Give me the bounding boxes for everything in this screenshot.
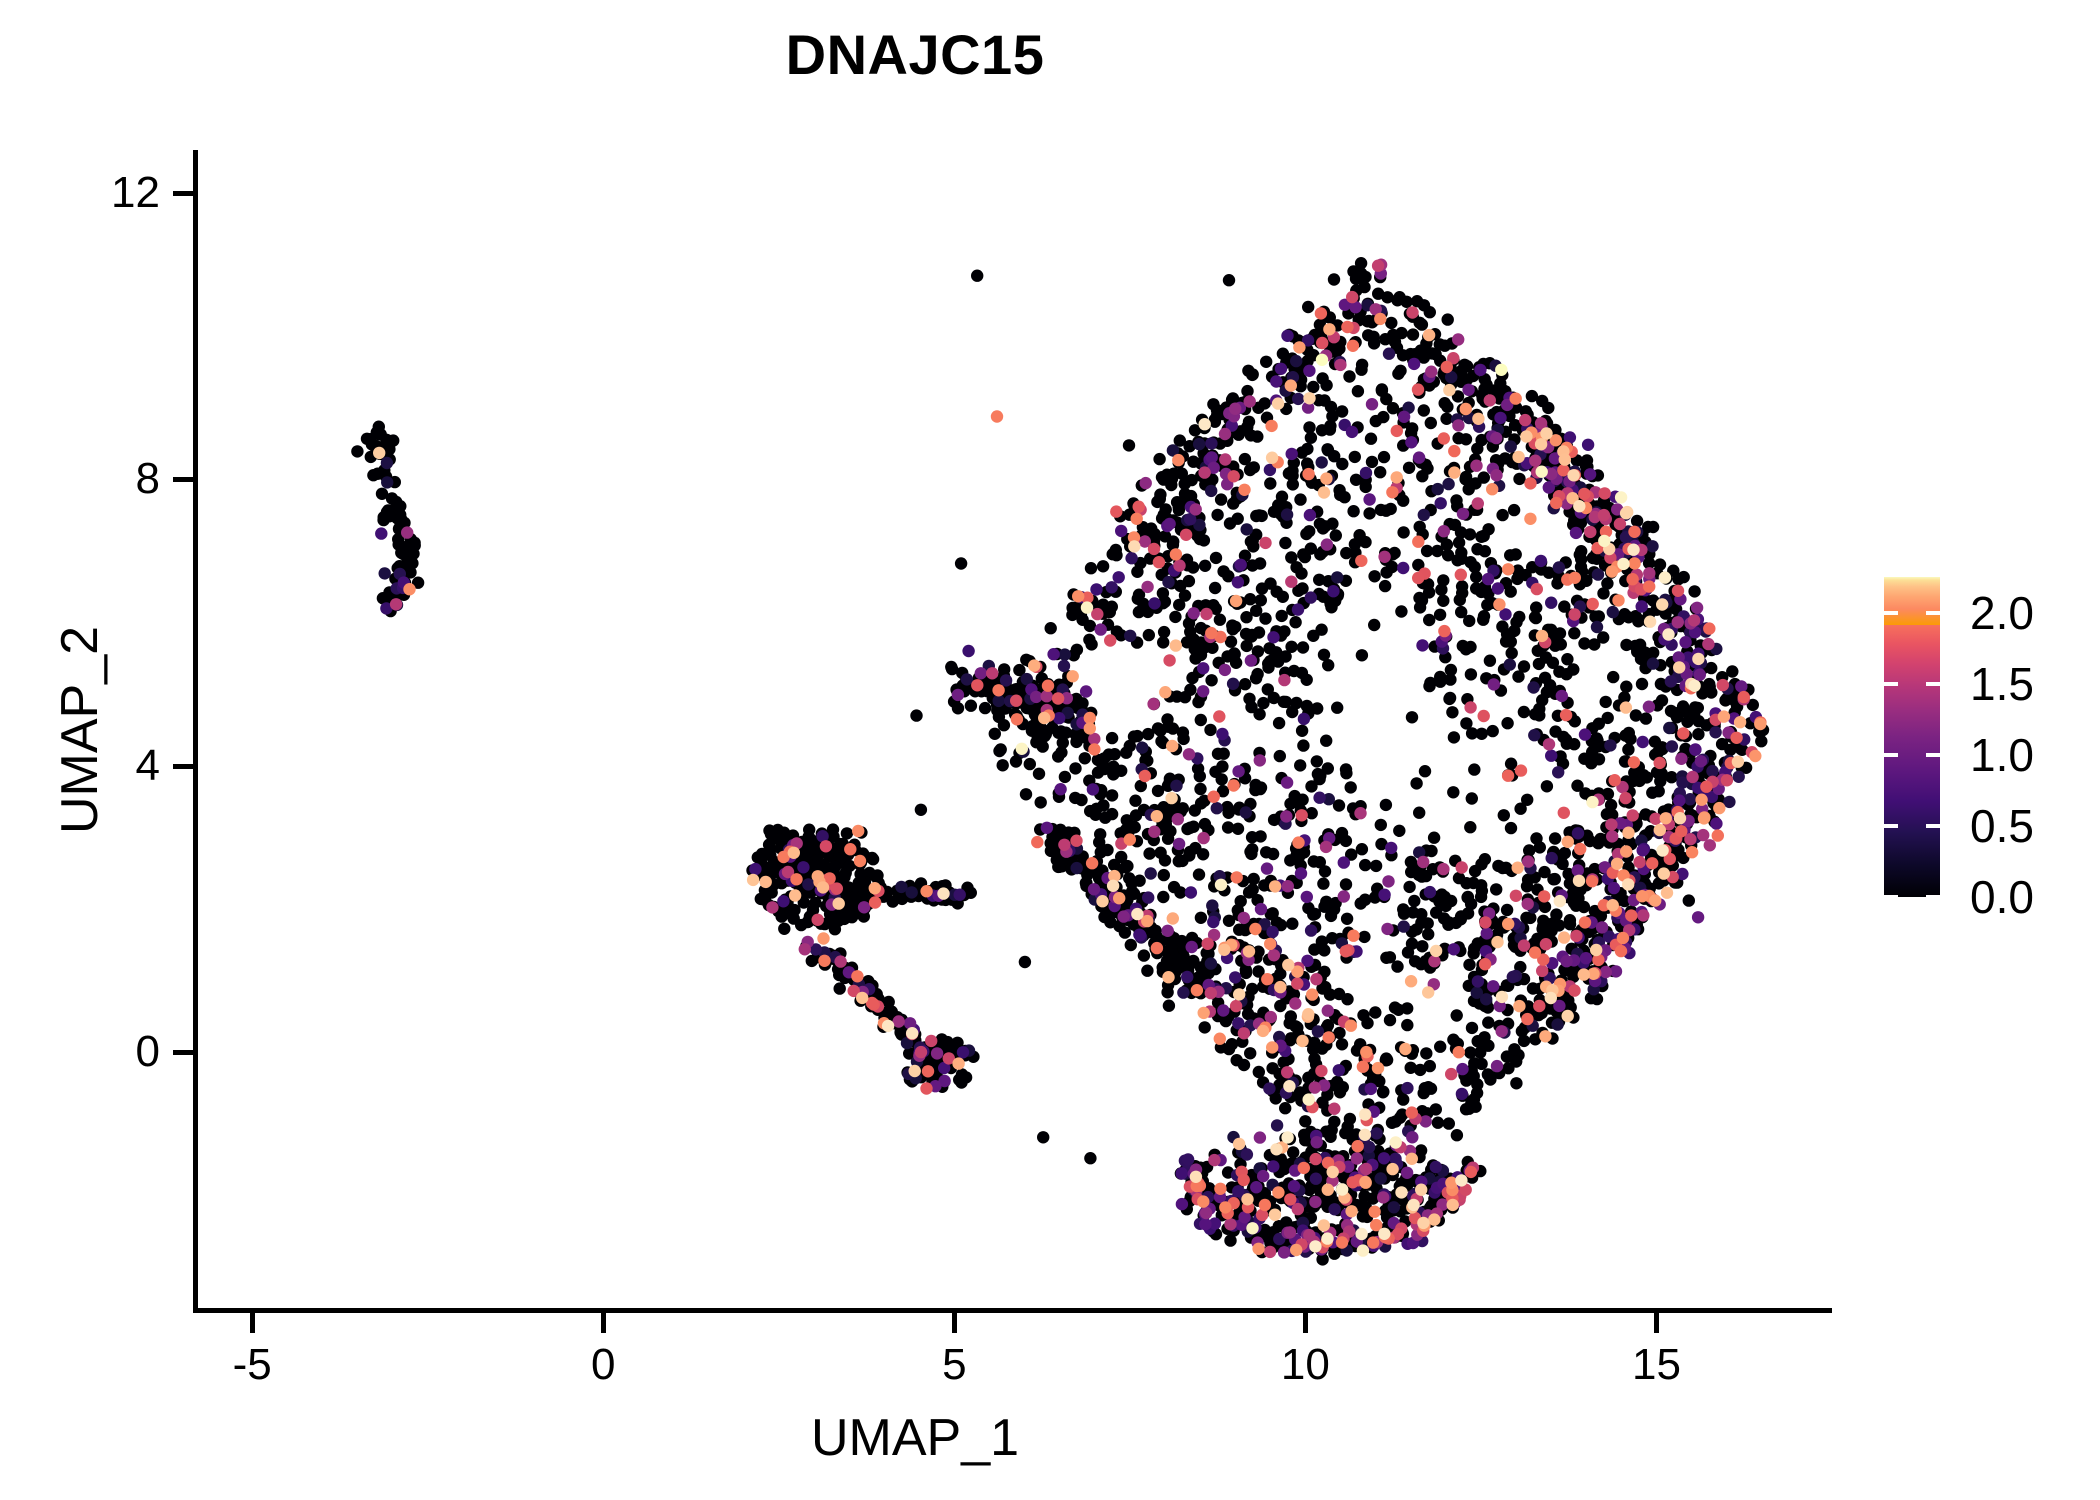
colorbar-tick — [1884, 610, 1898, 615]
colorbar-tick — [1926, 681, 1940, 686]
colorbar-tick — [1926, 823, 1940, 828]
x-tick-label: 10 — [1280, 1340, 1330, 1389]
colorbar-tick — [1884, 752, 1898, 757]
colorbar-tick-label: 1.0 — [1970, 728, 2034, 781]
x-tick-label: 15 — [1631, 1340, 1681, 1389]
x-tick-mark — [250, 1313, 256, 1333]
x-tick-mark — [1303, 1313, 1309, 1333]
y-tick-label: 12 — [111, 167, 160, 217]
page-title: DNAJC15 — [785, 23, 1045, 86]
y-axis-line — [193, 150, 198, 1313]
scatter-points — [351, 257, 1770, 1266]
colorbar-tick — [1926, 610, 1940, 615]
x-tick-label: 5 — [942, 1340, 967, 1389]
y-tick-label: 0 — [135, 1027, 160, 1077]
colorbar-tick — [1926, 895, 1940, 899]
x-tick-mark — [1654, 1313, 1660, 1333]
colorbar-tick-label: 2.0 — [1970, 586, 2034, 639]
x-tick-mark — [601, 1313, 607, 1333]
colorbar-tick — [1926, 752, 1940, 757]
colorbar — [1884, 577, 1940, 899]
colorbar-tick-label: 0.5 — [1970, 799, 2034, 852]
colorbar-tick — [1884, 681, 1898, 686]
colorbar-tick-label: 0.0 — [1970, 871, 2034, 923]
y-tick-label: 4 — [135, 740, 160, 790]
x-tick-label: -5 — [232, 1340, 272, 1389]
y-tick-label: 8 — [135, 454, 160, 504]
x-axis-title: UMAP_1 — [810, 1409, 1020, 1467]
y-tick-mark — [173, 190, 193, 196]
y-tick-mark — [173, 763, 193, 769]
y-axis-title: UMAP_2 — [51, 625, 109, 835]
colorbar-tick — [1884, 895, 1898, 899]
colorbar-tick — [1884, 823, 1898, 828]
colorbar-tick-label: 1.5 — [1970, 657, 2034, 710]
x-tick-label: 0 — [590, 1340, 616, 1389]
color-legend: 2.0 1.5 1.0 0.5 0.0 — [1884, 577, 2034, 923]
x-tick-mark — [952, 1313, 958, 1333]
plot-panel — [196, 150, 1832, 1310]
y-tick-mark — [173, 477, 193, 483]
y-tick-mark — [173, 1050, 193, 1056]
x-axis-line — [193, 1308, 1832, 1313]
